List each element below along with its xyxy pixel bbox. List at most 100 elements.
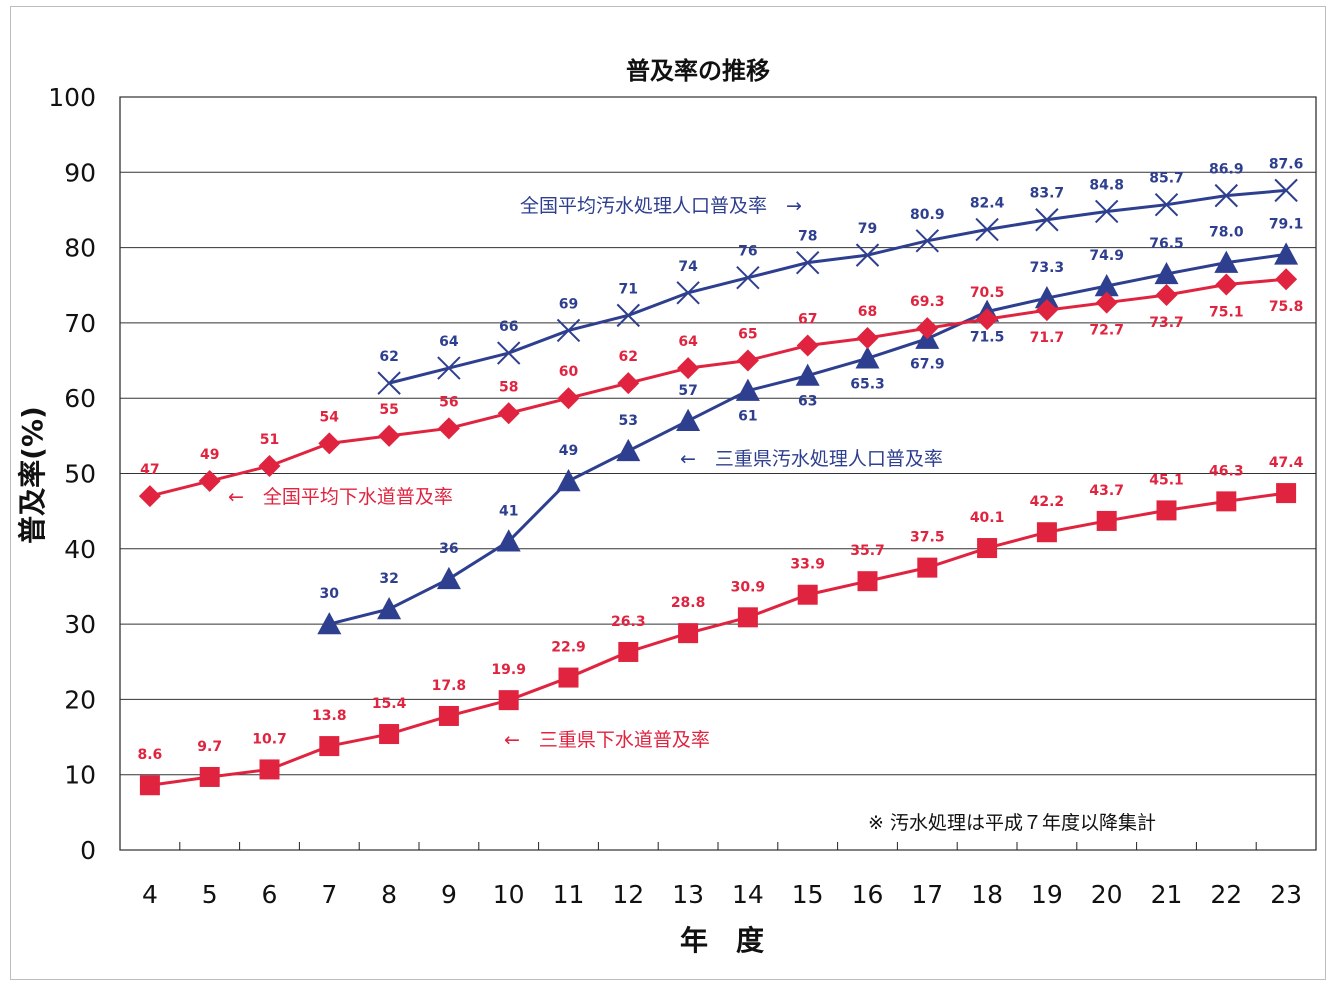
data-point-mie-sewer	[737, 607, 758, 628]
data-point-national-wastewater	[1214, 183, 1239, 208]
data-point-national-sewer	[1035, 299, 1058, 322]
data-point-national-sewer	[796, 334, 819, 357]
data-point-national-sewer	[617, 372, 640, 395]
data-label-national-wastewater: 76	[738, 244, 757, 260]
data-point-national-sewer	[437, 417, 460, 440]
data-label-national-sewer: 69.3	[910, 294, 945, 310]
y-tick-label: 100	[48, 83, 96, 112]
y-tick-label: 80	[64, 234, 96, 263]
data-point-national-wastewater	[676, 281, 700, 305]
data-label-mie-wastewater: 49	[559, 443, 578, 459]
data-label-mie-sewer: 19.9	[491, 662, 526, 678]
data-label-national-sewer: 71.7	[1030, 330, 1065, 346]
x-tick-label: 6	[262, 880, 278, 909]
x-tick-label: 11	[553, 880, 585, 909]
x-axis-ticks: 4 5 6 7 8 9 10 11 12 13 14 15 16 17 18 19 20 21 22 23	[142, 842, 1302, 909]
data-point-national-sewer	[736, 349, 759, 372]
data-point-mie-wastewater	[496, 529, 521, 552]
data-label-mie-sewer: 28.8	[671, 595, 706, 611]
data-label-national-sewer: 49	[200, 447, 219, 463]
data-label-national-sewer: 65	[738, 327, 757, 343]
data-label-national-sewer: 67	[798, 311, 817, 327]
data-point-mie-sewer	[139, 775, 160, 796]
data-point-mie-sewer	[498, 690, 519, 711]
data-label-national-wastewater: 87.6	[1269, 156, 1304, 172]
data-label-mie-wastewater: 53	[619, 413, 638, 429]
x-tick-label: 19	[1031, 880, 1063, 909]
y-axis-label: 普及率(%)	[16, 406, 49, 544]
data-point-mie-sewer	[977, 538, 998, 559]
series-mie-wastewater	[317, 242, 1299, 635]
x-tick-label: 16	[852, 880, 884, 909]
y-tick-label: 0	[80, 836, 96, 865]
data-point-mie-sewer	[438, 705, 459, 726]
data-point-mie-wastewater	[676, 408, 701, 431]
data-point-national-sewer	[378, 424, 401, 447]
series-layer	[138, 178, 1299, 796]
x-tick-label: 17	[911, 880, 943, 909]
data-label-mie-sewer: 10.7	[252, 731, 287, 747]
y-tick-label: 10	[64, 761, 96, 790]
data-point-mie-wastewater	[377, 597, 402, 620]
data-point-mie-sewer	[558, 667, 579, 688]
data-point-national-sewer	[976, 308, 999, 331]
x-tick-label: 12	[612, 880, 644, 909]
data-label-mie-sewer: 35.7	[850, 543, 885, 559]
data-point-mie-sewer	[199, 766, 220, 787]
y-tick-label: 90	[64, 158, 96, 187]
data-label-mie-sewer: 45.1	[1149, 472, 1184, 488]
data-point-national-wastewater	[616, 303, 641, 328]
x-tick-label: 9	[441, 880, 457, 909]
data-point-mie-wastewater	[1154, 261, 1179, 285]
data-label-national-sewer: 68	[858, 304, 877, 320]
data-label-national-sewer: 73.7	[1149, 315, 1184, 331]
x-tick-label: 20	[1091, 880, 1123, 909]
data-point-mie-sewer	[917, 557, 938, 578]
data-point-mie-sewer	[618, 641, 639, 662]
x-tick-label: 8	[381, 880, 397, 909]
data-point-national-wastewater	[975, 217, 999, 242]
data-point-national-wastewater	[736, 266, 760, 290]
data-label-mie-sewer: 46.3	[1209, 463, 1244, 479]
data-point-mie-sewer	[1096, 510, 1117, 531]
data-point-mie-wastewater	[1034, 286, 1059, 309]
data-label-mie-wastewater: 78.0	[1209, 225, 1244, 241]
data-point-national-wastewater	[496, 341, 521, 365]
y-tick-label: 70	[64, 309, 96, 338]
data-point-national-sewer	[1215, 273, 1238, 296]
data-label-mie-wastewater: 71.5	[970, 330, 1005, 346]
x-tick-label: 22	[1210, 880, 1242, 909]
footnote: ※ 汚水処理は平成７年度以降集計	[868, 812, 1156, 834]
data-label-mie-wastewater: 65.3	[850, 376, 885, 392]
data-point-national-wastewater	[855, 243, 880, 267]
x-tick-label: 10	[493, 880, 525, 909]
data-label-national-wastewater: 62	[379, 349, 398, 365]
series-national-wastewater	[377, 178, 1298, 395]
data-point-mie-wastewater	[436, 566, 461, 590]
series-label-national-wastewater: 全国平均汚水処理人口普及率 →	[520, 195, 802, 217]
data-label-national-wastewater: 80.9	[910, 207, 945, 223]
data-point-mie-sewer	[379, 724, 400, 745]
y-tick-label: 50	[64, 460, 96, 489]
data-label-mie-sewer: 33.9	[790, 557, 825, 573]
data-label-national-wastewater: 78	[798, 229, 817, 245]
data-point-mie-wastewater	[1094, 274, 1119, 297]
y-tick-label: 40	[64, 535, 96, 564]
data-point-national-wastewater	[1274, 178, 1298, 203]
data-point-national-sewer	[1155, 284, 1178, 307]
data-label-mie-wastewater: 61	[738, 409, 757, 425]
data-label-national-sewer: 58	[499, 379, 518, 395]
data-point-mie-sewer	[319, 736, 340, 757]
data-point-mie-wastewater	[556, 469, 581, 492]
x-axis-label: 年 度	[680, 924, 764, 957]
data-point-national-wastewater	[915, 229, 940, 253]
data-label-national-sewer: 75.8	[1269, 299, 1304, 315]
series-label-mie-sewer: ← 三重県下水道普及率	[504, 729, 710, 751]
chart-title: 普及率の推移	[626, 57, 770, 85]
data-label-mie-sewer: 8.6	[137, 747, 162, 763]
data-label-mie-sewer: 30.9	[731, 579, 766, 595]
data-label-national-wastewater: 74	[678, 259, 698, 275]
data-label-national-wastewater: 85.7	[1149, 171, 1184, 187]
data-label-national-sewer: 72.7	[1089, 323, 1124, 339]
series-line-national-sewer	[149, 277, 1287, 498]
